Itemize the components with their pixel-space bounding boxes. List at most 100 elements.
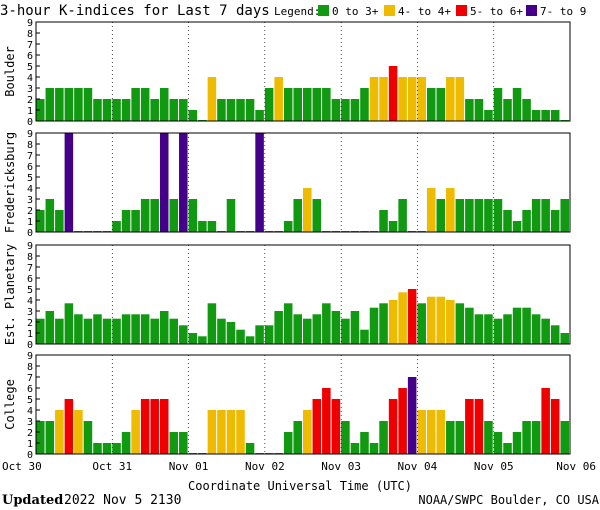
y-tick-label: 8 bbox=[27, 252, 33, 263]
kindex-bar bbox=[522, 210, 531, 232]
kindex-bar bbox=[369, 307, 379, 344]
kindex-bar bbox=[169, 318, 179, 344]
legend-item-label: 0 to 3+ bbox=[332, 5, 379, 18]
kindex-bar bbox=[436, 88, 446, 121]
kindex-bar bbox=[226, 99, 236, 121]
kindex-bar bbox=[293, 199, 302, 232]
kindex-bar bbox=[398, 388, 407, 454]
kindex-bar bbox=[560, 333, 569, 344]
kindex-bar bbox=[388, 66, 398, 121]
kindex-bar bbox=[455, 303, 465, 344]
kindex-bar bbox=[188, 199, 198, 232]
kindex-bar bbox=[522, 421, 531, 454]
kindex-bar bbox=[503, 443, 512, 454]
kindex-bar bbox=[131, 410, 140, 454]
kindex-bar bbox=[322, 88, 331, 121]
kindex-bar bbox=[436, 199, 446, 232]
kindex-bar bbox=[474, 399, 484, 454]
kindex-bar bbox=[245, 99, 255, 121]
kindex-bar bbox=[484, 421, 493, 454]
kindex-bar bbox=[55, 88, 64, 121]
legend-item-label: 4- to 4+ bbox=[398, 5, 451, 18]
kindex-bar bbox=[493, 199, 503, 232]
y-tick-label: 9 bbox=[27, 351, 33, 362]
kindex-bar bbox=[159, 88, 169, 121]
kindex-bar bbox=[102, 443, 112, 454]
kindex-bar bbox=[512, 307, 522, 344]
kindex-bar bbox=[112, 221, 121, 232]
kindex-bar bbox=[531, 110, 541, 121]
kindex-bar bbox=[560, 199, 569, 232]
kindex-bar bbox=[293, 314, 302, 344]
x-tick-label: Nov 01 bbox=[169, 460, 209, 473]
y-axis-label: Fredericksburg bbox=[3, 132, 17, 233]
y-tick-label: 9 bbox=[27, 18, 33, 29]
kindex-bar bbox=[417, 303, 426, 344]
kindex-bar bbox=[198, 221, 207, 232]
y-tick-label: 2 bbox=[27, 206, 33, 217]
kindex-bar bbox=[112, 99, 121, 121]
kindex-bar bbox=[150, 318, 159, 344]
kindex-bar bbox=[293, 88, 302, 121]
kindex-bar bbox=[341, 318, 350, 344]
y-tick-label: 8 bbox=[27, 29, 33, 40]
kindex-bar bbox=[331, 99, 341, 121]
kindex-bar bbox=[369, 443, 379, 454]
kindex-bar bbox=[188, 110, 198, 121]
kindex-bar bbox=[369, 77, 379, 121]
y-tick-label: 3 bbox=[27, 195, 33, 206]
kindex-bar bbox=[45, 199, 55, 232]
kindex-bar bbox=[36, 99, 45, 121]
kindex-bar bbox=[512, 221, 522, 232]
x-axis-ticks: Oct 30 Oct 31 Nov 01 Nov 02 Nov 03 Nov 04 Nov … bbox=[2, 460, 596, 473]
y-tick-label: 7 bbox=[27, 263, 33, 274]
kindex-bar bbox=[550, 110, 560, 121]
y-tick-label: 1 bbox=[27, 106, 33, 117]
legend-swatch bbox=[526, 5, 537, 16]
kindex-bar bbox=[83, 421, 93, 454]
kindex-bar bbox=[531, 314, 541, 344]
kindex-bar bbox=[531, 421, 541, 454]
panel-frame bbox=[35, 244, 571, 345]
kindex-bar bbox=[503, 210, 512, 232]
kindex-bar bbox=[55, 410, 64, 454]
kindex-bar bbox=[331, 399, 341, 454]
kindex-bar bbox=[226, 322, 236, 344]
kindex-bar bbox=[322, 303, 331, 344]
kindex-bar bbox=[131, 88, 140, 121]
kindex-bar bbox=[350, 443, 360, 454]
kindex-bar bbox=[407, 77, 417, 121]
y-axis-label: Boulder bbox=[3, 46, 17, 97]
kindex-bar bbox=[207, 410, 217, 454]
kindex-bar bbox=[360, 329, 369, 344]
x-tick-label: Nov 03 bbox=[321, 460, 361, 473]
kindex-bar bbox=[426, 188, 436, 232]
y-tick-label: 1 bbox=[27, 329, 33, 340]
kindex-bar bbox=[55, 318, 64, 344]
y-tick-label: 1 bbox=[27, 439, 33, 450]
kindex-bar bbox=[512, 432, 522, 454]
credit-text: NOAA/SWPC Boulder, CO USA bbox=[418, 493, 599, 507]
y-tick-label: 4 bbox=[27, 406, 33, 417]
kindex-bar bbox=[541, 110, 550, 121]
kindex-bar bbox=[179, 325, 188, 344]
kindex-bar bbox=[550, 210, 560, 232]
kindex-bar bbox=[388, 221, 398, 232]
kindex-bar bbox=[303, 318, 312, 344]
kindex-bar bbox=[150, 99, 159, 121]
kindex-bar bbox=[388, 399, 398, 454]
kindex-bar bbox=[140, 88, 150, 121]
y-tick-label: 0 bbox=[27, 117, 33, 128]
y-tick-label: 2 bbox=[27, 428, 33, 439]
kindex-bar bbox=[503, 314, 512, 344]
y-tick-label: 8 bbox=[27, 362, 33, 373]
kindex-bar bbox=[74, 410, 83, 454]
x-tick-label: Oct 31 bbox=[92, 460, 132, 473]
kindex-bar bbox=[169, 199, 179, 232]
kindex-bar bbox=[550, 399, 560, 454]
kindex-bar bbox=[493, 88, 503, 121]
kindex-bar bbox=[121, 99, 131, 121]
kindex-bar bbox=[446, 300, 455, 344]
